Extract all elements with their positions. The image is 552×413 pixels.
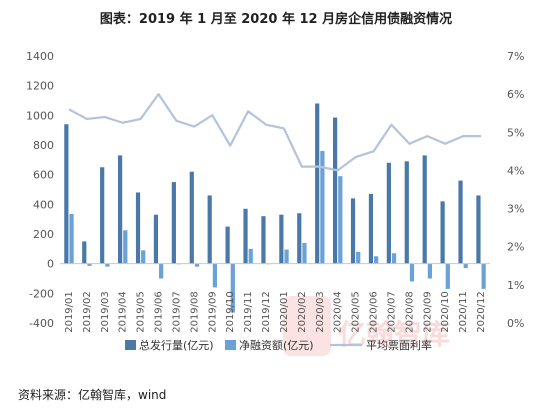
x-tick-label: 2020/12 [476,291,487,333]
line-coupon-rate [68,93,482,172]
bar-net-financing [427,263,432,279]
y-right-tick-label: 3% [507,203,524,216]
bar-issuance [64,124,69,264]
y-left-tick-label: 1400 [26,50,54,63]
bar-issuance [315,103,320,264]
x-tick-label: 2019/12 [261,291,272,333]
bar-issuance [207,195,212,264]
bar-net-financing [463,263,468,269]
bar-net-financing [87,263,92,266]
bar-issuance [225,226,230,264]
x-tick-label: 2019/10 [225,291,236,333]
bar-issuance [279,214,284,264]
y-right-tick-label: 0% [507,317,524,330]
x-tick-label: 2019/06 [154,291,165,333]
legend-label-net: 净融资额(亿元) [239,338,314,352]
bar-issuance [82,241,87,264]
y-left-tick-label: 800 [33,139,54,152]
x-tick-label: 2020/07 [386,291,397,333]
x-tick-label: 2019/08 [189,291,200,333]
y-right-tick-label: 1% [507,279,524,292]
bar-net-financing [409,263,415,282]
bar-issuance [458,180,463,264]
bar-net-financing [230,263,235,313]
bar-net-financing [338,176,343,264]
bar-net-financing [302,242,307,264]
bar-net-financing [320,150,325,264]
bar-issuance [386,162,391,264]
x-tick-label: 2020/10 [440,291,451,333]
bar-net-financing [248,248,253,264]
x-tick-label: 2019/02 [82,291,93,333]
bar-net-financing [374,256,379,264]
bar-net-financing [356,251,361,264]
bar-issuance [350,198,356,264]
bar-issuance [476,195,481,264]
bar-net-financing [481,263,486,289]
y-left-tick-label: 1200 [26,80,54,93]
y-right-tick-label: 6% [507,88,524,101]
x-tick-label: 2019/09 [207,291,218,333]
x-tick-label: 2020/11 [458,291,469,333]
bar-issuance [404,161,409,264]
bar-net-financing [123,230,128,264]
y-left-tick-label: 1000 [26,109,54,122]
y-left-tick-label: -400 [29,317,54,330]
bar-issuance [440,201,445,264]
bar-issuance [118,155,123,264]
y-left-tick-label: 600 [33,169,54,182]
bar-issuance [243,208,248,264]
bar-issuance [171,182,176,264]
y-left-tick-label: 400 [33,198,54,211]
x-tick-label: 2019/01 [64,291,75,333]
bar-issuance [422,155,427,264]
chart-title: 图表：2019 年 1 月至 2020 年 12 月房企信用债融资情况 [99,12,453,27]
y-right-tick-label: 7% [507,50,524,63]
bar-issuance [333,117,338,264]
x-tick-label: 2020/01 [279,291,290,333]
x-tick-label: 2019/05 [136,291,147,333]
bar-net-financing [141,250,146,264]
x-tick-label: 2020/02 [297,291,308,333]
bar-net-financing [391,253,397,264]
bar-net-financing [445,263,450,289]
y-right-tick-label: 5% [507,126,524,139]
x-tick-label: 2020/05 [351,291,362,333]
x-tick-label: 2019/03 [100,291,111,333]
bar-issuance [368,193,374,264]
bar-issuance [297,213,302,264]
x-tick-label: 2020/09 [422,291,433,333]
bar-net-financing [105,263,110,267]
legend-swatch-issuance [125,340,136,350]
x-tick-label: 2019/07 [171,291,182,333]
bar-net-financing [194,263,200,267]
y-right-tick-label: 4% [507,164,524,177]
bar-net-financing [212,263,217,288]
bar-issuance [261,216,266,264]
x-tick-label: 2020/06 [369,291,380,333]
legend-label-rate: 平均票面利率 [366,338,432,352]
y-right-tick-label: 2% [507,241,524,254]
source-note: 资料来源：亿翰智库，wind [18,388,167,402]
legend-swatch-net [225,340,236,350]
x-tick-label: 2020/08 [404,291,415,333]
y-left-tick-label: -200 [29,287,54,300]
bar-issuance [100,167,105,264]
bar-issuance [189,171,194,264]
bar-issuance [135,192,141,264]
bar-net-financing [69,213,74,264]
x-tick-label: 2020/03 [315,291,326,333]
x-tick-label: 2020/04 [333,291,344,333]
y-left-tick-label: 200 [33,228,54,241]
legend-label-issuance: 总发行量(亿元) [139,338,214,352]
bar-issuance [153,214,159,264]
x-tick-label: 2019/04 [118,291,129,333]
y-left-tick-label: 0 [47,258,54,271]
bar-net-financing [284,249,289,264]
bar-net-financing [159,263,164,279]
x-tick-label: 2019/11 [243,291,254,333]
